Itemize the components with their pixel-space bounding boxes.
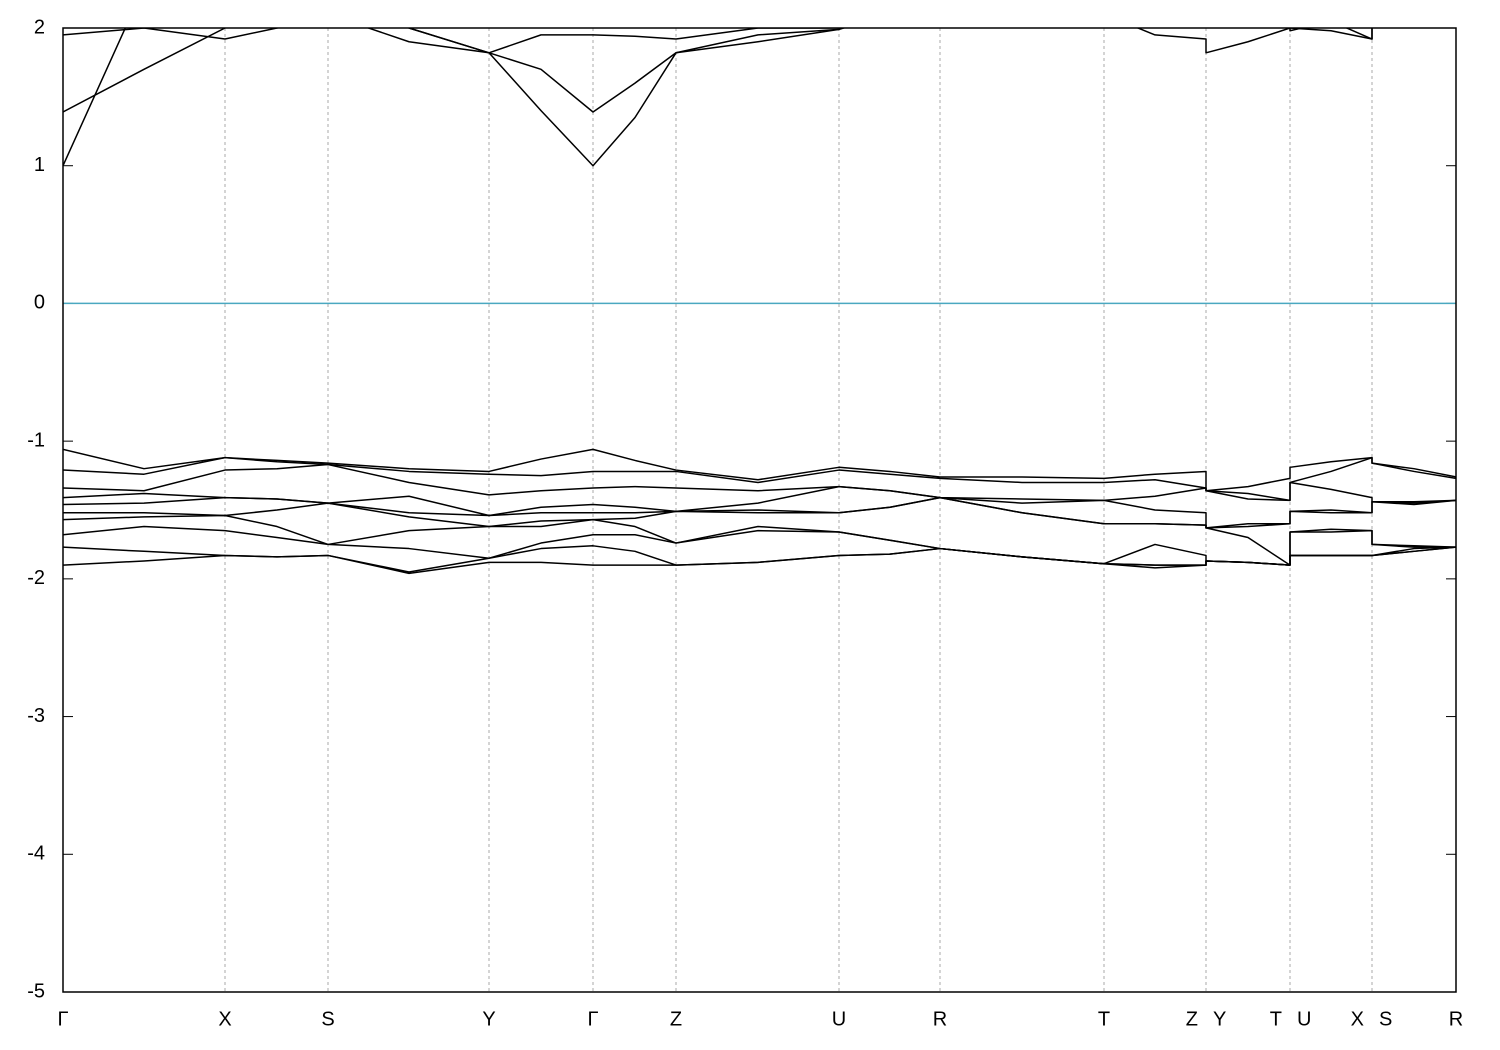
x-tick-label: T: [1270, 1008, 1282, 1030]
y-tick-label: 2: [34, 16, 45, 38]
y-tick-label: -1: [27, 429, 45, 451]
x-tick-label: Y: [482, 1008, 495, 1030]
band-line: [63, 546, 1456, 575]
band-line: [63, 456, 1456, 502]
y-tick-label: 0: [34, 292, 45, 314]
band-line: [63, 28, 1373, 167]
x-tick-label: R: [1449, 1008, 1463, 1030]
y-tick-label: 1: [34, 154, 45, 176]
band-line: [63, 28, 1373, 113]
band-line: [63, 545, 1456, 573]
y-tick-label: -4: [27, 843, 45, 865]
band-line: [63, 28, 841, 54]
x-tick-label: Y: [1213, 1008, 1226, 1030]
band-line: [63, 463, 1456, 503]
x-tick-label: R: [933, 1008, 947, 1030]
x-tick-label: X: [1351, 1008, 1364, 1030]
bands: [63, 28, 1456, 575]
x-tick-label: Γ: [57, 1008, 68, 1030]
band-line: [63, 514, 1456, 566]
x-tick-label: U: [832, 1008, 846, 1030]
x-tick-label: S: [321, 1008, 334, 1030]
x-tick-label: Z: [670, 1008, 682, 1030]
x-tick-label: Γ: [587, 1008, 598, 1030]
plot-frame: [62, 27, 1457, 993]
band-line: [63, 448, 1456, 492]
x-tick-label: Z: [1186, 1008, 1198, 1030]
x-tick-label: T: [1098, 1008, 1110, 1030]
x-tick-label: S: [1379, 1008, 1392, 1030]
y-tick-label: -2: [27, 567, 45, 589]
y-tick-label: -3: [27, 705, 45, 727]
band-line: [63, 525, 1456, 566]
band-line: [63, 496, 1456, 566]
x-tick-label: U: [1297, 1008, 1311, 1030]
band-line: [63, 485, 1456, 529]
x-tick-label: X: [218, 1008, 231, 1030]
y-tick-label: -5: [27, 980, 45, 1002]
